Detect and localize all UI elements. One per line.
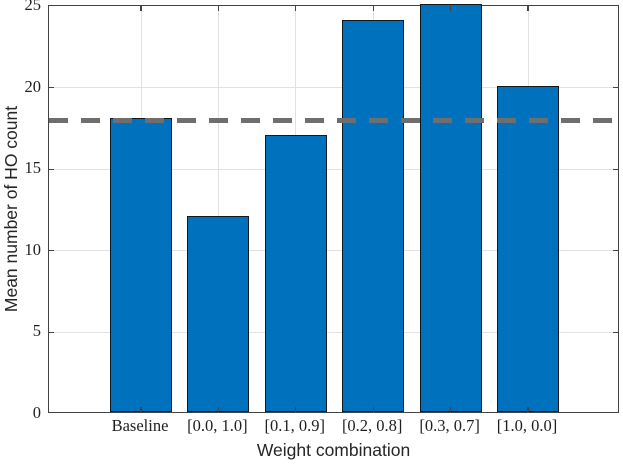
h-gridline bbox=[49, 87, 618, 89]
y-tick-mark bbox=[49, 86, 54, 89]
y-tick-mark-right bbox=[613, 331, 618, 334]
x-tick-mark-top bbox=[449, 6, 452, 11]
x-tick-mark-top bbox=[527, 6, 529, 11]
x-tick-mark bbox=[449, 407, 452, 412]
h-gridline bbox=[49, 331, 618, 333]
y-tick-label: 25 bbox=[24, 0, 42, 14]
h-gridline bbox=[49, 250, 618, 252]
x-tick-label: [0.2, 0.8] bbox=[341, 416, 403, 435]
x-tick-mark bbox=[217, 407, 220, 412]
y-tick-label: 0 bbox=[32, 403, 41, 422]
v-gridline bbox=[217, 6, 219, 412]
y-tick-mark-right bbox=[613, 168, 618, 170]
y-tick-label: 10 bbox=[24, 239, 42, 259]
bar bbox=[187, 216, 250, 412]
x-tick-mark-top bbox=[217, 6, 220, 11]
x-tick-label: [1.0, 0.0] bbox=[496, 416, 558, 435]
plot-area bbox=[48, 4, 619, 413]
bar bbox=[497, 85, 559, 412]
bar bbox=[342, 20, 405, 412]
y-tick-mark-right bbox=[613, 86, 618, 89]
y-tick-label: 15 bbox=[24, 158, 42, 178]
x-tick-label: [0.1, 0.9] bbox=[264, 416, 326, 435]
x-tick-mark bbox=[372, 407, 374, 412]
reference-dashed-line bbox=[49, 117, 618, 123]
x-tick-mark bbox=[140, 407, 142, 412]
y-tick-label: 5 bbox=[32, 321, 41, 341]
x-tick-mark-top bbox=[140, 6, 142, 11]
y-tick-mark bbox=[49, 168, 54, 170]
x-tick-label: [0.3, 0.7] bbox=[419, 416, 480, 435]
x-tick-label: Baseline bbox=[111, 416, 169, 435]
h-gridline bbox=[49, 168, 618, 170]
y-axis-title: Mean number of HO count bbox=[1, 105, 21, 313]
bar bbox=[419, 4, 482, 412]
x-axis-title: Weight combination bbox=[256, 440, 411, 460]
y-tick-mark bbox=[49, 331, 54, 334]
y-tick-mark bbox=[49, 250, 54, 252]
x-tick-mark-top bbox=[295, 6, 297, 11]
y-tick-label: 20 bbox=[24, 76, 42, 96]
x-tick-mark bbox=[527, 407, 529, 412]
y-tick-mark-right bbox=[613, 250, 618, 252]
bar bbox=[264, 134, 327, 412]
x-tick-label: [0.0, 1.0] bbox=[187, 416, 248, 435]
x-tick-mark bbox=[295, 407, 297, 412]
x-tick-mark-top bbox=[372, 6, 374, 11]
bar bbox=[110, 118, 172, 412]
